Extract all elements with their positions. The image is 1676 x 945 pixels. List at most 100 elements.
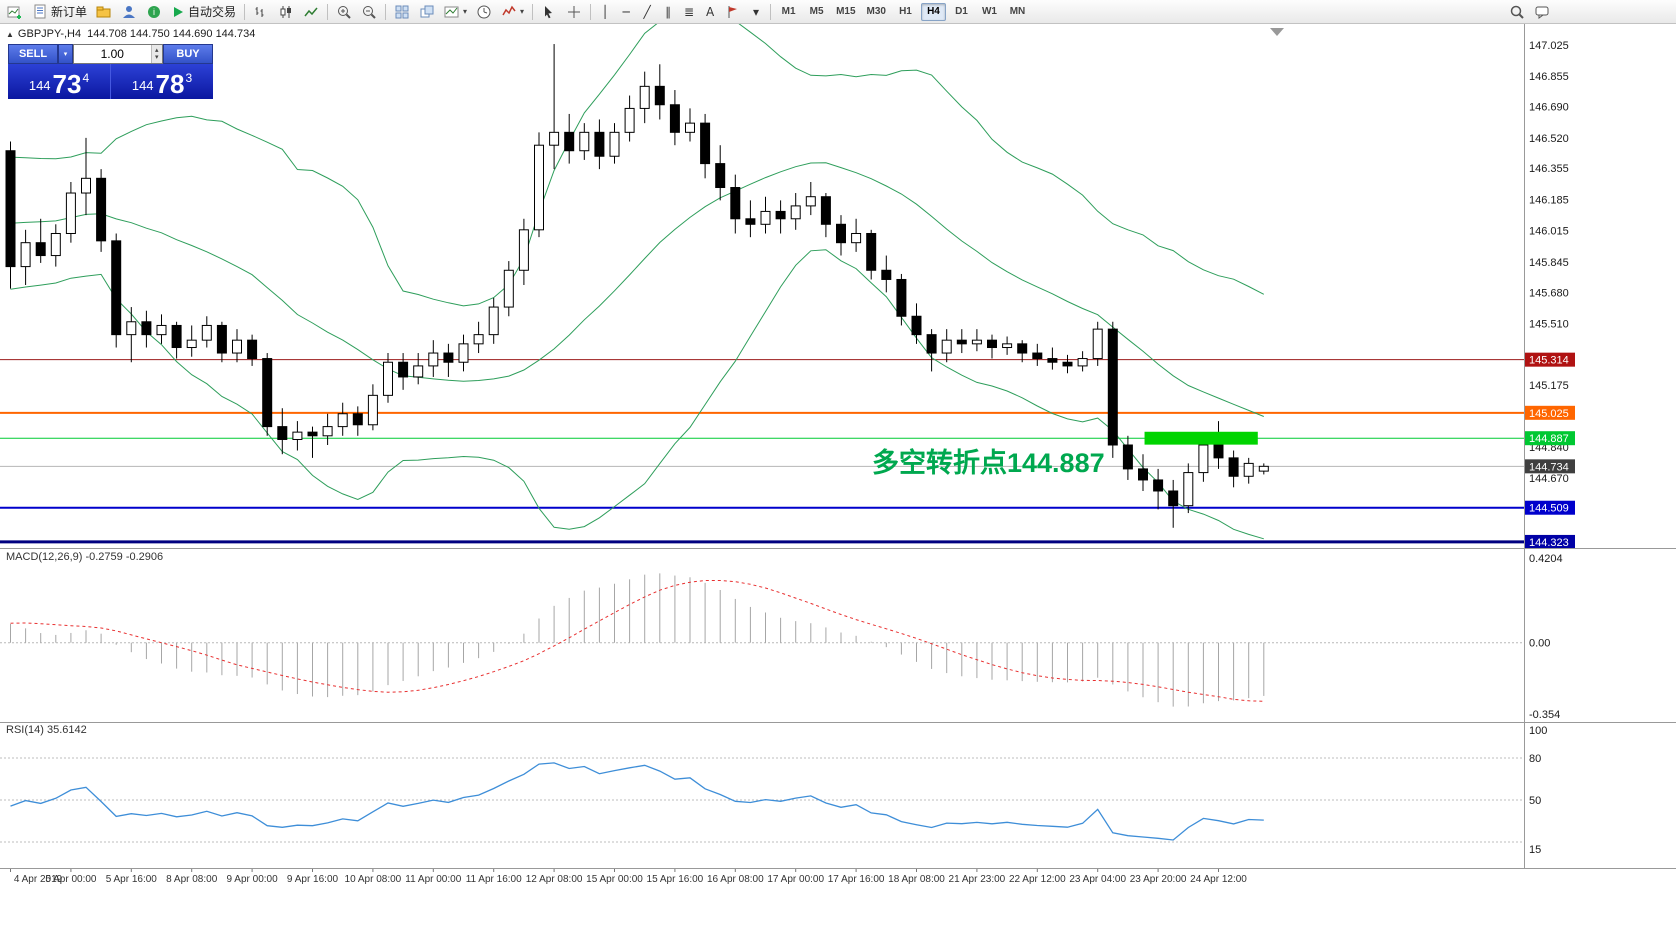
toolbar-separator — [244, 3, 246, 20]
trendline-button[interactable]: ╱ — [637, 2, 657, 22]
channel-button[interactable]: ∥ — [658, 2, 678, 22]
chat-button[interactable] — [1530, 2, 1554, 22]
bid-price-button[interactable]: 144 73 4 — [8, 64, 111, 99]
sell-button[interactable]: SELL — [8, 44, 58, 64]
volume-field: ▴ ▾ — [73, 44, 163, 64]
svg-text:16 Apr 08:00: 16 Apr 08:00 — [707, 874, 764, 885]
new-order-button-label: 新订单 — [51, 5, 88, 19]
chart-shift-marker[interactable] — [1270, 28, 1284, 36]
svg-text:-0.354: -0.354 — [1529, 709, 1560, 721]
crosshair-button[interactable] — [562, 2, 586, 22]
svg-text:146.520: 146.520 — [1529, 133, 1569, 145]
cursor-button[interactable] — [537, 2, 561, 22]
horizontal-levels — [0, 359, 1524, 544]
horizontal-line-button[interactable]: ─ — [616, 2, 636, 22]
strategy-tester-button[interactable]: i — [142, 2, 166, 22]
timeframe-h1-button[interactable]: H1 — [893, 3, 918, 21]
line-chart-button[interactable] — [299, 2, 323, 22]
timeframe-d1-button[interactable]: D1 — [949, 3, 974, 21]
chartdd-icon — [444, 4, 460, 20]
zoom-in-button[interactable] — [332, 2, 356, 22]
ask-big-digits: 78 — [155, 69, 185, 99]
zoomout-icon — [361, 4, 377, 20]
timeframe-mn-button[interactable]: MN — [1005, 3, 1030, 21]
tile-icon — [394, 4, 410, 20]
ask-prefix: 144 — [131, 78, 154, 93]
new-chart-button[interactable] — [3, 2, 27, 22]
volume-spinner: ▴ ▾ — [150, 45, 162, 63]
price-axis[interactable]: 147.025 146.855 146.690 146.520 146.355 146.1… — [1525, 40, 1575, 856]
svg-text:11 Apr 16:00: 11 Apr 16:00 — [466, 874, 522, 885]
svg-text:5 Apr 16:00: 5 Apr 16:00 — [106, 874, 158, 885]
svg-text:8 Apr 08:00: 8 Apr 08:00 — [166, 874, 218, 885]
macd-label: MACD(12,26,9) -0.2759 -0.2906 — [6, 551, 164, 563]
volume-input[interactable] — [74, 45, 151, 63]
profiles-button[interactable] — [92, 2, 116, 22]
volume-up-button[interactable]: ▴ — [155, 47, 159, 54]
svg-text:144.734: 144.734 — [1529, 461, 1569, 473]
rsi-label: RSI(14) 35.6142 — [6, 724, 87, 736]
timeframe-m1-button[interactable]: M1 — [776, 3, 801, 21]
arrange-windows-button[interactable] — [415, 2, 439, 22]
search-icon — [1509, 4, 1525, 20]
toolbar-separator — [590, 3, 592, 20]
order-type-dropdown[interactable]: ▾ — [58, 44, 73, 64]
ask-price-button[interactable]: 144 78 3 — [111, 64, 213, 99]
fibonacci-button[interactable]: ≣ — [679, 2, 699, 22]
bid-pip-digit: 4 — [82, 71, 90, 85]
chat-icon — [1534, 4, 1550, 20]
play-icon — [171, 5, 185, 19]
candles-layer — [5, 44, 1269, 528]
highlight-zone — [1144, 431, 1258, 445]
svg-text:17 Apr 16:00: 17 Apr 16:00 — [828, 874, 885, 885]
timeframe-m30-button[interactable]: M30 — [863, 3, 890, 21]
svg-text:5 Apr 00:00: 5 Apr 00:00 — [45, 874, 97, 885]
timeframe-m5-button[interactable]: M5 — [804, 3, 829, 21]
new-order-button[interactable]: 新订单 — [28, 2, 91, 22]
horizontal-line-icon: ─ — [622, 4, 630, 19]
autotrading-button[interactable]: 自动交易 — [167, 2, 240, 22]
svg-text:23 Apr 20:00: 23 Apr 20:00 — [1130, 874, 1187, 885]
svg-text:17 Apr 00:00: 17 Apr 00:00 — [767, 874, 824, 885]
tile-windows-button[interactable] — [390, 2, 414, 22]
symbol-search-button[interactable] — [1505, 2, 1529, 22]
svg-text:147.025: 147.025 — [1529, 40, 1569, 52]
svg-text:144.887: 144.887 — [1529, 433, 1569, 445]
trade-panel-collapse-toggle[interactable]: ▲ — [6, 30, 14, 39]
timeframe-m15-button[interactable]: M15 — [832, 3, 859, 21]
period-button[interactable] — [472, 2, 496, 22]
svg-text:145.680: 145.680 — [1529, 287, 1569, 299]
autotrading-button-label: 自动交易 — [188, 5, 237, 19]
shapes-dropdown-button[interactable]: ▾ — [746, 2, 766, 22]
buy-button[interactable]: BUY — [163, 44, 213, 64]
arrange-icon — [419, 4, 435, 20]
new-chart-dropdown-button[interactable]: ▾ — [440, 2, 471, 22]
timeframe-w1-button[interactable]: W1 — [977, 3, 1002, 21]
vertical-line-icon: │ — [601, 4, 609, 19]
indicators-button[interactable]: ▾ — [497, 2, 528, 22]
toolbar-separator — [327, 3, 329, 20]
zoomin-icon — [336, 4, 352, 20]
symbol-label: GBPJPY-,H4 — [17, 28, 82, 40]
linechart-icon — [303, 4, 319, 20]
text-button[interactable]: A — [700, 2, 720, 22]
cursor-icon — [541, 4, 557, 20]
candlestick-chart-button[interactable] — [274, 2, 298, 22]
zoom-out-button[interactable] — [357, 2, 381, 22]
svg-text:146.355: 146.355 — [1529, 163, 1569, 175]
svg-text:145.510: 145.510 — [1529, 319, 1569, 331]
ask-pip-digit: 3 — [185, 71, 193, 85]
label-flag-button[interactable] — [721, 2, 745, 22]
volume-down-button[interactable]: ▾ — [155, 54, 159, 61]
chevron-down-icon: ▾ — [463, 7, 468, 16]
vertical-line-button[interactable]: │ — [595, 2, 615, 22]
svg-text:145.175: 145.175 — [1529, 380, 1569, 392]
terminal-button[interactable] — [117, 2, 141, 22]
timeframe-h4-button[interactable]: H4 — [920, 2, 946, 21]
panel-separators — [0, 24, 1676, 869]
bar-chart-button[interactable] — [249, 2, 273, 22]
